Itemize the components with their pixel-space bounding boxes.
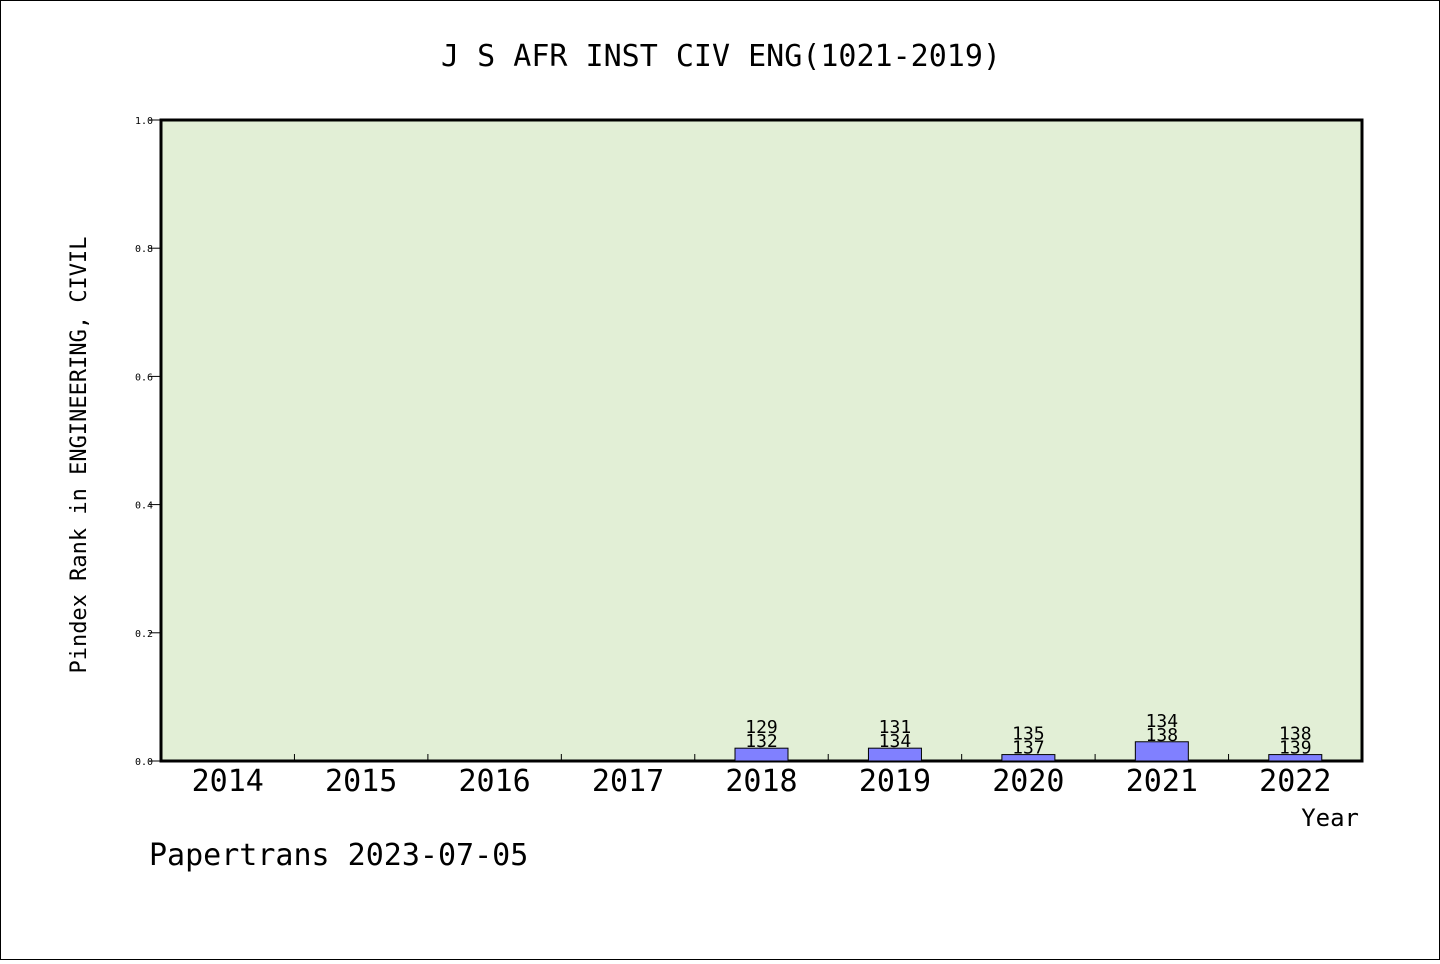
- chart-title: J S AFR INST CIV ENG(1021-2019): [441, 39, 1001, 74]
- x-axis-label: Year: [1301, 804, 1359, 832]
- x-tick-label: 2018: [725, 764, 797, 799]
- x-tick-label: 2015: [325, 764, 397, 799]
- x-tick-label: 2020: [992, 764, 1064, 799]
- x-tick-label: 2022: [1259, 764, 1331, 799]
- y-tick-label: 0.0: [135, 757, 153, 768]
- x-tick-label: 2021: [1126, 764, 1198, 799]
- bar: [734, 747, 789, 762]
- y-tick-label: 0.8: [135, 244, 153, 255]
- x-tick-label: 2016: [458, 764, 530, 799]
- bar: [1268, 754, 1323, 762]
- bar-value-label: 129: [745, 717, 778, 738]
- bar: [1134, 741, 1189, 762]
- bar: [867, 747, 922, 762]
- bar-value-label: 139: [1279, 738, 1312, 759]
- bar-value-label: 137: [1012, 738, 1045, 759]
- plot-area: [159, 118, 1364, 763]
- x-tick-label: 2017: [592, 764, 664, 799]
- y-axis-label: Pindex Rank in ENGINEERING, CIVIL: [67, 236, 92, 673]
- bar-value-label: 132: [745, 731, 778, 752]
- footer-text: Papertrans 2023-07-05: [149, 838, 528, 873]
- y-tick-label: 0.6: [135, 372, 153, 383]
- bar-value-label: 134: [1146, 711, 1179, 732]
- x-tick-label: 2019: [859, 764, 931, 799]
- x-tick-label: 2014: [192, 764, 264, 799]
- bar-value-label: 131: [879, 717, 912, 738]
- bar-value-label: 138: [1146, 725, 1179, 746]
- bar-value-label: 138: [1279, 724, 1312, 745]
- y-tick-label: 0.2: [135, 629, 153, 640]
- bar-value-label: 134: [879, 731, 912, 752]
- y-tick-label: 1.0: [135, 116, 153, 127]
- y-tick-label: 0.4: [135, 501, 153, 512]
- bar: [1001, 754, 1056, 762]
- ticks-layer: 0.0 0.2 0.4 0.6 0.8 1.0 2014 2015 2016 2017 2018 20…: [135, 116, 1331, 799]
- bar-value-label: 135: [1012, 724, 1045, 745]
